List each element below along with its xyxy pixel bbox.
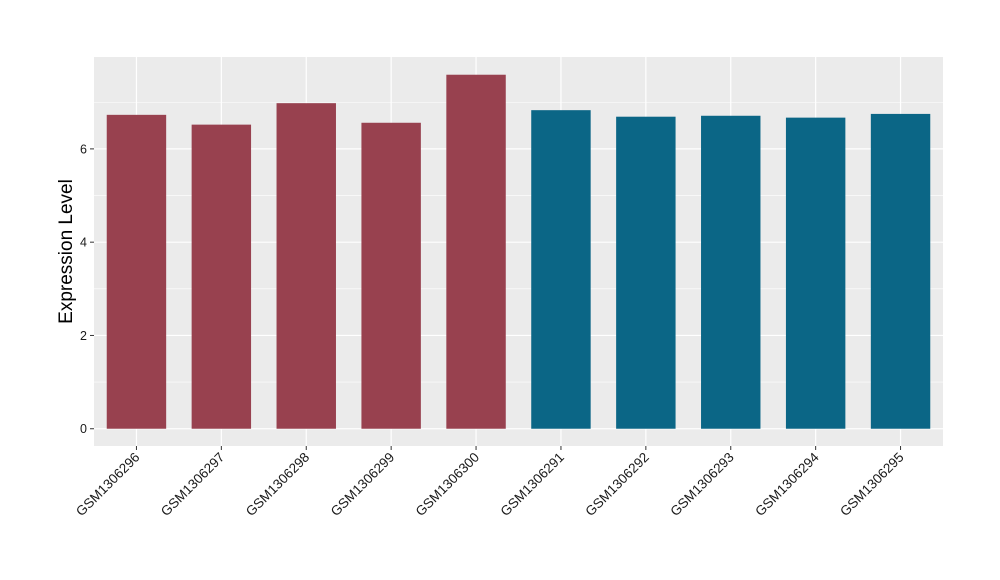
x-tick-label: GSM1306294 bbox=[752, 449, 822, 519]
y-tick-label: 4 bbox=[80, 236, 87, 250]
bar-GSM1306293 bbox=[701, 115, 761, 429]
bar-GSM1306291 bbox=[531, 110, 591, 429]
bar-GSM1306292 bbox=[616, 116, 676, 429]
x-tick-label: GSM1306292 bbox=[582, 450, 652, 520]
x-tick-label: GSM1306296 bbox=[73, 450, 143, 520]
x-axis: GSM1306296 GSM1306297 GSM1306298 GSM1306299… bbox=[73, 446, 907, 519]
bars-group bbox=[106, 74, 931, 429]
bar-GSM1306296 bbox=[106, 114, 167, 429]
y-tick-label: 0 bbox=[80, 422, 87, 436]
y-tick-label: 2 bbox=[80, 329, 87, 343]
bar-GSM1306299 bbox=[361, 122, 421, 429]
y-tick-label: 6 bbox=[80, 142, 87, 156]
y-axis-title: Expression Level bbox=[56, 179, 77, 324]
x-tick-label: GSM1306299 bbox=[328, 450, 398, 520]
x-tick-label: GSM1306297 bbox=[158, 450, 228, 520]
bar-GSM1306298 bbox=[276, 103, 336, 429]
x-tick-label: GSM1306291 bbox=[498, 450, 568, 520]
bar-GSM1306295 bbox=[870, 113, 931, 429]
y-axis: 0 2 4 6 bbox=[80, 142, 94, 436]
bar-GSM1306300 bbox=[446, 74, 506, 429]
x-tick-label: GSM1306300 bbox=[413, 450, 483, 520]
bar-GSM1306294 bbox=[785, 117, 846, 429]
x-tick-label: GSM1306293 bbox=[667, 450, 737, 520]
bar-GSM1306297 bbox=[191, 124, 252, 429]
x-tick-label: GSM1306295 bbox=[837, 450, 907, 520]
x-tick-label: GSM1306298 bbox=[243, 450, 313, 520]
